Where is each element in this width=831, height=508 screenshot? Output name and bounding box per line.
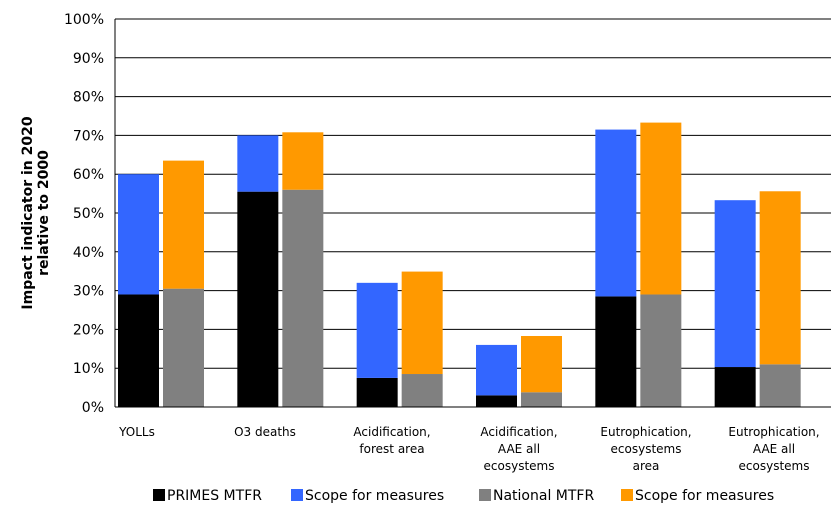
y-tick-label-80: 80% [73, 90, 104, 106]
bar-eutrophication-ecosystems-area-stack2-national-mtfr [640, 294, 682, 407]
x-category-label-acidification-forest-area: Acidification, forest area [353, 425, 430, 456]
legend-swatch-1-primes-mtfr [153, 489, 165, 501]
legend-swatch-3-national-mtfr [479, 489, 491, 501]
bar-acidification-forest-area-stack1-primes-mtfr [356, 377, 398, 407]
bar-acidification-aae-all-ecosystems-stack2-scope-for-measures [521, 335, 562, 393]
y-tick-label-90: 90% [73, 51, 104, 67]
y-tick-label-10: 10% [73, 361, 104, 377]
bar-yolls-stack1-primes-mtfr [118, 294, 159, 407]
bar-eutrophication-ecosystems-area-stack2-scope-for-measures [640, 122, 682, 295]
x-category-label-eutrophication-aae-all-ecosystems: Eutrophication, AAE all ecosystems [728, 425, 819, 473]
bar-acidification-aae-all-ecosystems-stack1-primes-mtfr [476, 395, 517, 407]
bar-eutrophication-aae-all-ecosystems-stack1-scope-for-measures [714, 200, 756, 368]
bar-yolls-stack2-scope-for-measures [163, 160, 204, 289]
legend-label-3-national-mtfr: National MTFR [493, 488, 594, 504]
bar-o3-deaths-stack1-scope-for-measures [237, 135, 279, 192]
axes [114, 19, 831, 408]
bar-yolls-stack1-scope-for-measures [118, 174, 159, 295]
y-tick-label-0: 0% [82, 400, 104, 416]
bar-eutrophication-aae-all-ecosystems-stack2-scope-for-measures [759, 191, 801, 365]
y-tick-label-70: 70% [73, 128, 104, 144]
legend-label-1-primes-mtfr: PRIMES MTFR [167, 488, 262, 504]
y-tick-label-100: 100% [64, 12, 104, 28]
bar-eutrophication-aae-all-ecosystems-stack2-national-mtfr [759, 364, 801, 407]
legend-label-2-scope-for-measures: Scope for measures [305, 488, 444, 504]
bar-eutrophication-ecosystems-area-stack1-scope-for-measures [595, 129, 637, 297]
x-category-label-o3-deaths: O3 deaths [234, 425, 296, 439]
y-tick-label-20: 20% [73, 322, 104, 338]
bar-acidification-aae-all-ecosystems-stack2-national-mtfr [521, 392, 562, 407]
y-tick-label-60: 60% [73, 167, 104, 183]
x-category-label-eutrophication-ecosystems-area: Eutrophication, ecosystems area [600, 425, 691, 473]
bar-acidification-forest-area-stack2-scope-for-measures [401, 271, 443, 375]
bar-o3-deaths-stack2-scope-for-measures [282, 132, 324, 190]
gridlines [115, 18, 831, 369]
bar-acidification-forest-area-stack2-national-mtfr [401, 374, 443, 407]
bar-acidification-aae-all-ecosystems-stack1-scope-for-measures [476, 344, 517, 396]
legend-swatch-4-scope-for-measures [621, 489, 633, 501]
legend-swatch-2-scope-for-measures [291, 489, 303, 501]
bar-eutrophication-ecosystems-area-stack1-primes-mtfr [595, 296, 637, 407]
bar-acidification-forest-area-stack1-scope-for-measures [356, 282, 398, 378]
y-tick-label-40: 40% [73, 245, 104, 261]
legend-label-4-scope-for-measures: Scope for measures [635, 488, 774, 504]
x-category-label-acidification-aae-all-ecosystems: Acidification, AAE all ecosystems [480, 425, 557, 473]
x-category-labels: YOLLs O3 deaths Acidification, forest area A… [118, 425, 819, 473]
bar-yolls-stack2-national-mtfr [163, 288, 204, 407]
y-tick-label-30: 30% [73, 284, 104, 300]
bar-eutrophication-aae-all-ecosystems-stack1-primes-mtfr [714, 367, 756, 407]
bar-o3-deaths-stack1-primes-mtfr [237, 191, 279, 407]
y-tick-labels: 0% 10% 20% 30% 40% 50% 60% 70% 80% 90% 100% [64, 12, 104, 416]
legend: PRIMES MTFR Scope for measures National MT… [153, 488, 774, 504]
x-category-label-yolls: YOLLs [118, 425, 155, 439]
y-axis-label: Impact indicator in 2020relative to 2000 [20, 116, 52, 309]
bars [118, 122, 801, 407]
y-tick-label-50: 50% [73, 206, 104, 222]
bar-o3-deaths-stack2-national-mtfr [282, 189, 324, 407]
